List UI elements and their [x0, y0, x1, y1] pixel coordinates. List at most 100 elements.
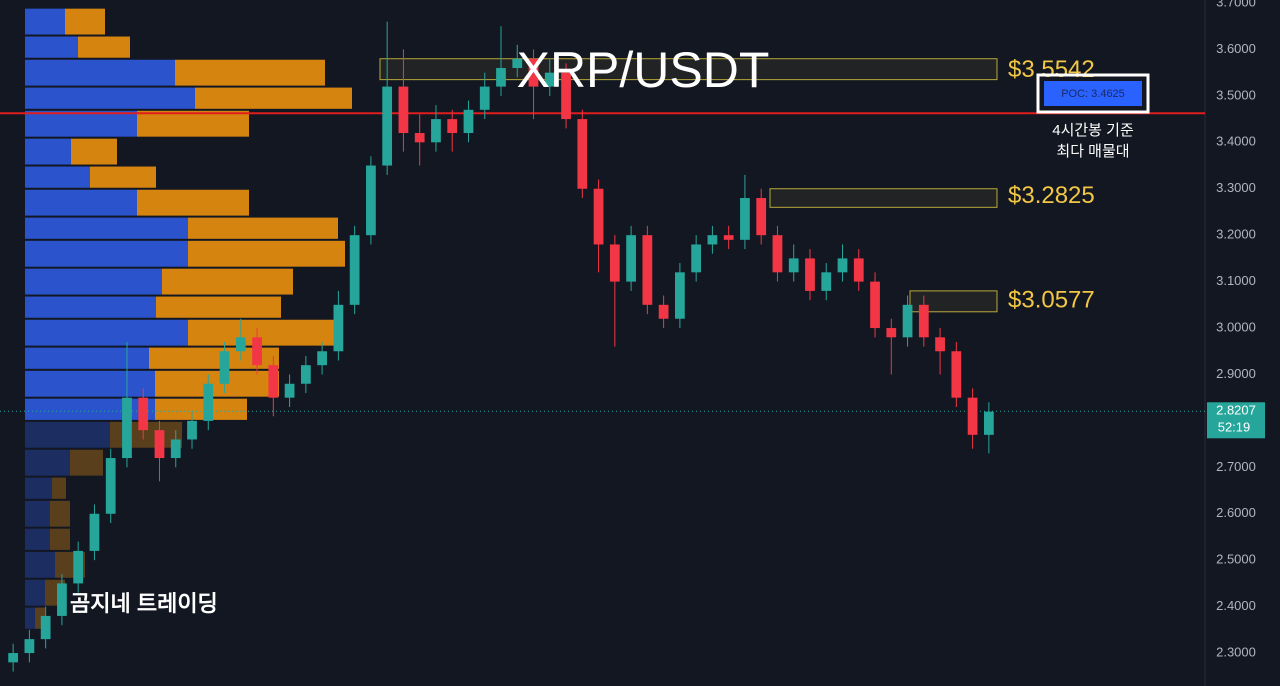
- candle-body: [561, 72, 571, 120]
- profile-sell: [71, 138, 117, 165]
- profile-buy: [25, 296, 156, 318]
- profile-buy: [25, 398, 155, 420]
- candle-body: [300, 365, 311, 384]
- candle-body: [382, 86, 393, 166]
- profile-sell: [188, 319, 338, 346]
- zone-label: $3.5542: [1008, 56, 1095, 83]
- candle-body: [89, 513, 100, 551]
- profile-buy: [25, 240, 188, 267]
- candle-body: [805, 258, 815, 291]
- candle-body: [577, 119, 588, 189]
- y-tick-label: 3.0000: [1216, 319, 1256, 334]
- profile-buy: [25, 449, 70, 476]
- profile-buy: [25, 477, 52, 499]
- candle-body: [528, 58, 539, 87]
- profile-buy: [25, 36, 78, 58]
- profile-sell: [70, 449, 103, 476]
- y-tick-label: 3.5000: [1216, 87, 1256, 102]
- profile-sell: [137, 189, 249, 216]
- poc-label: POC: 3.4625: [1061, 88, 1125, 100]
- profile-sell: [156, 296, 281, 318]
- candle-body: [821, 272, 832, 291]
- candle-body: [284, 383, 295, 398]
- y-tick-label: 3.4000: [1216, 134, 1256, 149]
- candle-body: [967, 397, 978, 435]
- candles: [8, 21, 994, 672]
- candle-body: [935, 337, 945, 352]
- candle-body: [886, 328, 897, 338]
- profile-sell: [188, 217, 338, 239]
- profile-buy: [25, 528, 50, 550]
- candle-body: [512, 58, 523, 69]
- candle-body: [57, 583, 67, 616]
- profile-sell: [65, 8, 105, 35]
- poc-box: [1036, 73, 1150, 114]
- candle-body: [609, 244, 620, 282]
- profile-buy: [25, 551, 55, 578]
- candle-body: [870, 281, 880, 329]
- annotation: 최다 매물대: [1056, 143, 1129, 160]
- y-tick-label: 3.3000: [1216, 180, 1256, 195]
- profile-buy: [25, 500, 50, 527]
- candle-body: [252, 337, 262, 366]
- candle-body: [8, 653, 19, 663]
- profile-buy: [25, 421, 110, 448]
- profile-buy: [25, 189, 137, 216]
- y-tick-label: 3.6000: [1216, 41, 1256, 56]
- profile-sell: [35, 607, 45, 629]
- candle-body: [983, 411, 994, 435]
- candle-body: [593, 188, 604, 245]
- candle-body: [138, 397, 149, 431]
- candle-body: [317, 351, 327, 366]
- candle-body: [496, 68, 506, 87]
- candle-body: [463, 109, 474, 134]
- candle-body: [626, 235, 636, 282]
- last-price-label: 2.8207: [1216, 403, 1256, 418]
- volume-profile: [25, 8, 352, 629]
- candle-body: [170, 439, 181, 459]
- candle-body: [235, 337, 246, 352]
- y-tick-label: 3.7000: [1216, 0, 1256, 9]
- profile-buy: [25, 607, 35, 629]
- annotation: 4시간봉 기준: [1052, 122, 1134, 139]
- candle-body: [24, 639, 35, 654]
- candle-body: [740, 198, 750, 240]
- last-price-tag: [1207, 402, 1265, 439]
- candle-body: [73, 550, 84, 584]
- profile-buy: [25, 370, 155, 397]
- candle-body: [122, 397, 132, 459]
- candle-body: [675, 272, 685, 319]
- candle-body: [544, 72, 555, 87]
- poc-badge: [1044, 81, 1142, 106]
- zone-label: $3.2825: [1008, 182, 1095, 209]
- candle-body: [447, 119, 458, 134]
- candle-body: [723, 235, 734, 240]
- candle-body: [219, 351, 230, 384]
- profile-buy: [25, 8, 65, 35]
- profile-sell: [50, 528, 70, 550]
- profile-sell: [155, 370, 279, 397]
- y-tick-label: 2.4000: [1216, 598, 1256, 613]
- profile-sell: [195, 87, 352, 109]
- profile-sell: [155, 398, 247, 420]
- candle-body: [642, 235, 653, 305]
- candle-body: [788, 258, 799, 273]
- candle-body: [105, 458, 116, 514]
- zone: [909, 290, 998, 313]
- profile-sell: [149, 347, 279, 369]
- candle-body: [691, 244, 702, 273]
- candle-body: [479, 86, 490, 110]
- candle-body: [366, 165, 376, 236]
- y-tick-label: 2.6000: [1216, 505, 1256, 520]
- countdown: 52:19: [1218, 420, 1251, 435]
- zone: [769, 188, 998, 208]
- profile-buy: [25, 138, 71, 165]
- profile-sell: [188, 240, 345, 267]
- profile-sell: [50, 500, 70, 527]
- y-tick-label: 2.7000: [1216, 459, 1256, 474]
- candle-body: [40, 615, 51, 640]
- y-tick-label: 3.1000: [1216, 273, 1256, 288]
- candle-body: [707, 235, 718, 245]
- candle-body: [756, 198, 767, 236]
